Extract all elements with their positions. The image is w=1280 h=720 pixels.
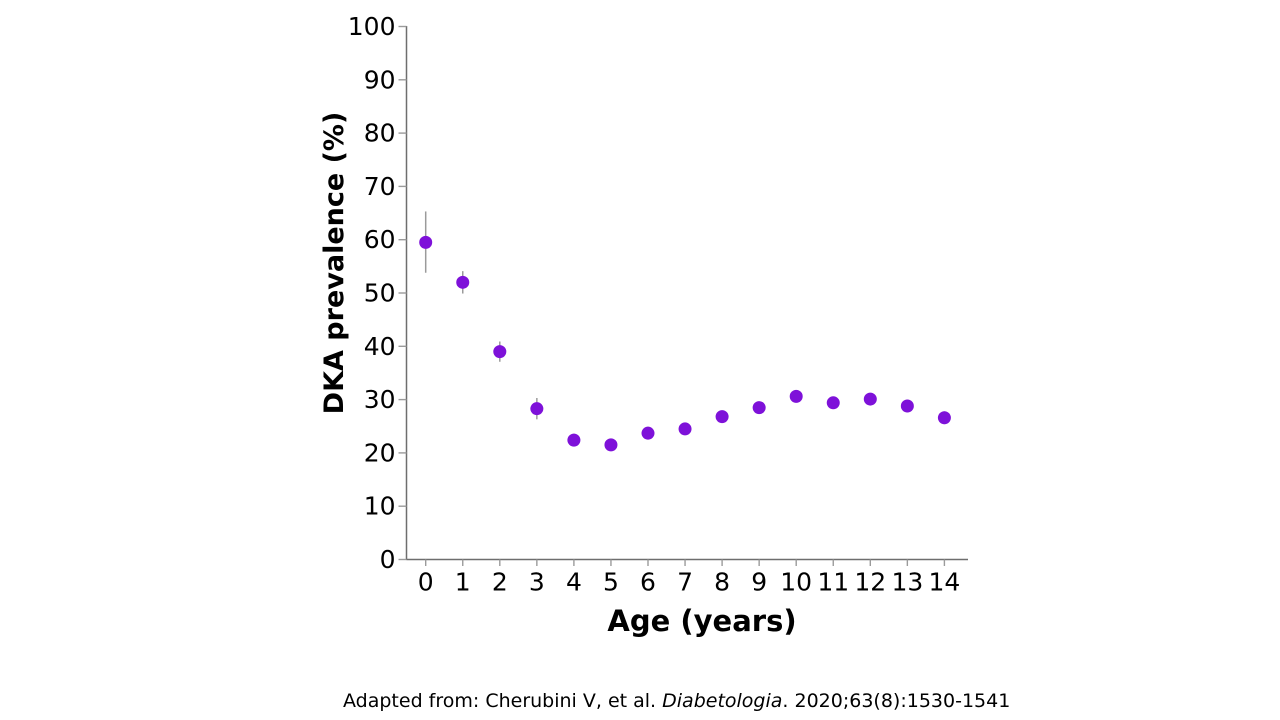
data-point [937, 411, 951, 425]
x-tick-label: 4 [566, 568, 582, 597]
data-point [641, 426, 655, 440]
x-tick-label: 11 [817, 568, 849, 597]
y-axis-title: DKA prevalence (%) [319, 111, 350, 415]
x-tick-label: 12 [854, 568, 886, 597]
y-tick-label: 100 [348, 12, 396, 41]
data-point [789, 389, 803, 403]
data-point [900, 399, 914, 413]
x-tick-label: 14 [928, 568, 960, 597]
data-point [604, 438, 618, 452]
x-tick-label: 3 [529, 568, 545, 597]
citation-suffix: . 2020;63(8):1530-1541 [782, 690, 1011, 712]
y-tick-label: 10 [364, 492, 396, 521]
y-tick-label: 30 [364, 385, 396, 414]
x-tick-label: 6 [640, 568, 656, 597]
data-point [715, 410, 729, 424]
x-tick-label: 8 [714, 568, 730, 597]
data-point [678, 422, 692, 436]
x-tick-label: 13 [891, 568, 923, 597]
citation-prefix: Adapted from: Cherubini V, et al. [343, 690, 663, 712]
x-tick-label: 5 [603, 568, 619, 597]
x-tick-label: 7 [677, 568, 693, 597]
source-citation: Adapted from: Cherubini V, et al. Diabet… [343, 690, 1023, 712]
data-point [752, 401, 766, 415]
data-point [530, 402, 544, 416]
data-point [456, 275, 470, 289]
y-tick-label: 40 [364, 332, 396, 361]
x-tick-label: 2 [492, 568, 508, 597]
x-tick-label: 1 [455, 568, 471, 597]
data-point [826, 396, 840, 410]
x-axis-title: Age (years) [607, 604, 797, 638]
data-point [419, 235, 433, 249]
data-point [567, 433, 581, 447]
data-point [493, 345, 507, 359]
y-tick-label: 50 [364, 279, 396, 308]
y-tick-label: 90 [364, 65, 396, 94]
y-tick-label: 70 [364, 172, 396, 201]
y-tick-label: 20 [364, 438, 396, 467]
x-tick-label: 9 [751, 568, 767, 597]
y-tick-label: 0 [380, 545, 396, 574]
y-tick-label: 60 [364, 225, 396, 254]
data-point [863, 392, 877, 406]
y-tick-label: 80 [364, 119, 396, 148]
citation-journal: Diabetologia [662, 690, 783, 712]
x-tick-label: 10 [780, 568, 812, 597]
x-tick-label: 0 [418, 568, 434, 597]
